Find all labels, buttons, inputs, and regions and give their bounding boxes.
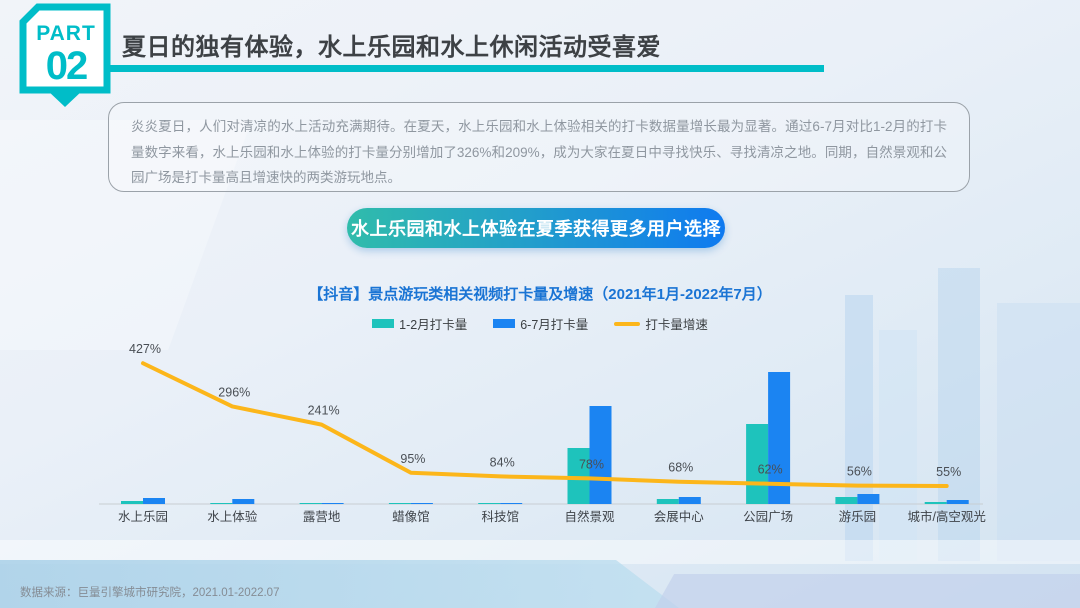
bar-jan-feb — [388, 503, 411, 504]
category-label: 公园广场 — [743, 510, 793, 524]
bg-bottom-band-right — [655, 574, 1080, 608]
bar-jan-feb — [567, 448, 590, 504]
bar-jun-jul — [768, 372, 791, 504]
bar-jan-feb — [656, 499, 679, 504]
chart-title: 【抖音】景点游玩类相关视频打卡量及增速（2021年1月-2022年7月） — [308, 286, 772, 303]
growth-line — [141, 361, 949, 488]
page-title: 夏日的独有体验，水上乐园和水上休闲活动受喜爱 — [122, 34, 661, 61]
legend-line-swatch-yellow — [614, 321, 641, 326]
category-label: 科技馆 — [481, 509, 519, 524]
bar-jun-jul — [410, 503, 433, 504]
category-label: 水上体验 — [207, 509, 258, 524]
title-underline — [108, 65, 824, 72]
growth-value-label: 78% — [579, 457, 604, 471]
bar-jun-jul — [321, 503, 344, 504]
bar-jun-jul — [857, 494, 880, 504]
bar-jan-feb — [924, 502, 947, 504]
legend-item-jun-jul: 6-7月打卡量 — [493, 314, 588, 333]
bar-jun-jul — [678, 497, 701, 504]
bar-jan-feb — [210, 503, 233, 504]
legend-label: 6-7月打卡量 — [520, 318, 589, 332]
source-note: 数据来源：巨量引擎城市研究院，2021.01-2022.07 — [20, 587, 280, 599]
category-label: 蜡像馆 — [392, 509, 430, 524]
legend-item-growth: 打卡量增速 — [614, 314, 708, 333]
bar-jan-feb — [835, 497, 858, 504]
bg-building-shape — [845, 295, 873, 561]
summary-box: 炎炎夏日，人们对清凉的水上活动充满期待。在夏天，水上乐园和水上体验相关的打卡数据… — [108, 102, 970, 192]
bar-jun-jul — [589, 406, 612, 504]
growth-value-label: 62% — [758, 463, 783, 477]
growth-value-label: 55% — [936, 465, 961, 479]
growth-value-label: 84% — [490, 455, 515, 469]
category-label: 城市/高空观光 — [907, 509, 985, 524]
bar-jan-feb — [121, 501, 143, 504]
bg-building-shape — [997, 303, 1080, 561]
growth-value-label: 296% — [218, 385, 250, 399]
part-badge-pointer — [47, 90, 83, 107]
legend-swatch-teal — [372, 319, 395, 328]
bar-jan-feb — [299, 503, 322, 504]
part-number: 02 — [46, 44, 87, 88]
chart-canvas: 水上乐园 水上体验 露营地 蜡像馆 科技馆 自然景观 会展中心 公园广场 游乐园 城市/高空观光 4… — [99, 342, 986, 524]
legend-label: 1-2月打卡量 — [399, 318, 468, 332]
growth-value-label: 56% — [847, 465, 872, 479]
bar-jun-jul — [143, 498, 165, 504]
bg-building-shape — [879, 330, 917, 561]
bar-jan-feb — [478, 503, 501, 504]
part-badge: PART 02 — [19, 3, 111, 109]
bar-jun-jul — [232, 499, 255, 504]
growth-value-label: 95% — [400, 452, 425, 466]
category-label: 露营地 — [303, 510, 341, 524]
chart-area: 水上乐园 水上体验 露营地 蜡像馆 科技馆 自然景观 会展中心 公园广场 游乐园 城市/高空观光 4… — [85, 338, 995, 534]
legend-label: 打卡量增速 — [645, 318, 708, 332]
chart-legend: 1-2月打卡量 6-7月打卡量 打卡量增速 — [0, 314, 1080, 333]
category-label: 水上乐园 — [118, 510, 168, 524]
legend-swatch-blue — [493, 319, 516, 328]
growth-value-label: 241% — [308, 404, 340, 418]
bg-building-shape — [938, 268, 980, 561]
bar-jun-jul — [500, 503, 523, 504]
bg-bottom-band-left — [0, 560, 679, 608]
growth-value-label: 68% — [668, 461, 693, 475]
category-label: 游乐园 — [839, 510, 877, 524]
growth-value-label: 427% — [129, 342, 161, 356]
legend-item-jan-feb: 1-2月打卡量 — [372, 314, 467, 333]
highlight-pill: 水上乐园和水上体验在夏季获得更多用户选择 — [347, 208, 725, 248]
summary-text: 炎炎夏日，人们对清凉的水上活动充满期待。在夏天，水上乐园和水上体验相关的打卡数据… — [131, 119, 947, 185]
bar-jun-jul — [946, 500, 969, 504]
part-label: PART — [36, 22, 96, 45]
category-label: 自然景观 — [564, 509, 615, 524]
highlight-pill-label: 水上乐园和水上体验在夏季获得更多用户选择 — [351, 219, 721, 239]
part-badge-frame — [19, 3, 111, 94]
category-label: 会展中心 — [654, 509, 705, 524]
